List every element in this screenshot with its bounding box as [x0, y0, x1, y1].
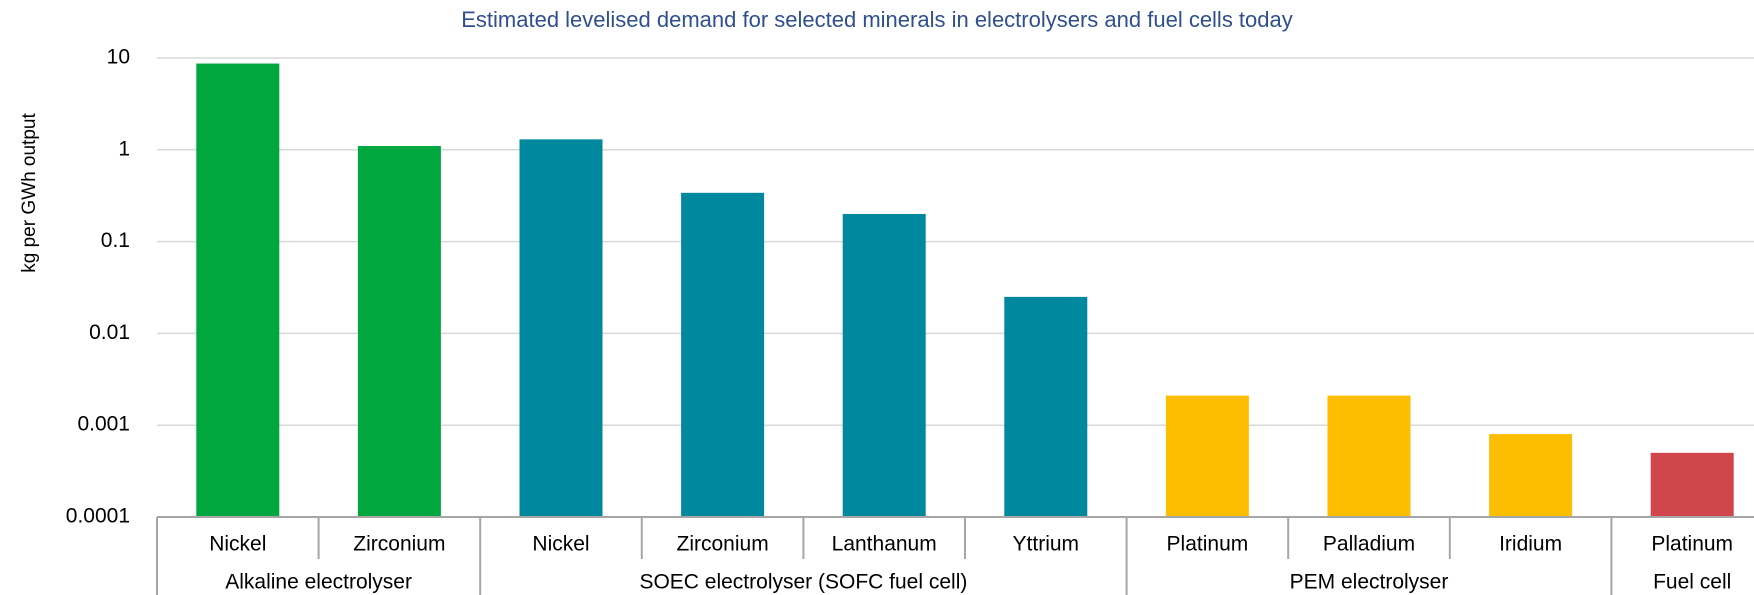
bar [1650, 452, 1734, 517]
bar [1327, 395, 1411, 517]
bar [1489, 434, 1573, 517]
y-tick-label: 0.01 [89, 321, 130, 344]
y-tick-label: 0.1 [101, 229, 130, 252]
group-label: Alkaline electrolyser [225, 571, 412, 594]
bar [1004, 296, 1088, 517]
bar [1165, 395, 1249, 517]
x-tick-label: Iridium [1499, 533, 1562, 556]
x-tick-label: Platinum [1651, 533, 1733, 556]
chart-title: Estimated levelised demand for selected … [461, 7, 1293, 32]
y-tick-label: 0.001 [77, 413, 130, 436]
y-tick-label: 10 [107, 46, 130, 69]
bar [842, 213, 926, 517]
x-tick-label: Nickel [532, 533, 589, 556]
x-tick-label: Palladium [1323, 533, 1415, 556]
bar [357, 146, 441, 517]
group-label: SOEC electrolyser (SOFC fuel cell) [639, 571, 967, 594]
y-tick-label: 0.0001 [66, 505, 130, 528]
x-tick-label: Platinum [1167, 533, 1249, 556]
group-label: PEM electrolyser [1290, 571, 1449, 594]
bar [519, 139, 603, 517]
x-tick-label: Lanthanum [832, 533, 937, 556]
group-label: Fuel cell [1653, 571, 1731, 594]
y-axis-label: kg per GWh output [19, 113, 40, 273]
y-tick-label: 1 [118, 137, 130, 160]
x-tick-label: Nickel [209, 533, 266, 556]
x-tick-label: Zirconium [353, 533, 445, 556]
x-tick-label: Zirconium [677, 533, 769, 556]
bar [681, 192, 765, 517]
bar [196, 63, 280, 518]
x-tick-label: Yttrium [1013, 533, 1080, 556]
